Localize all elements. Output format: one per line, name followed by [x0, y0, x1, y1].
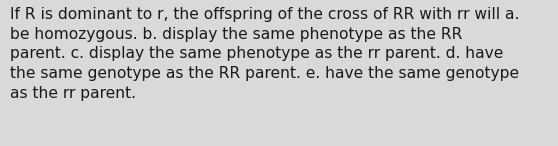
Text: If R is dominant to r, the offspring of the cross of RR with rr will a.
be homoz: If R is dominant to r, the offspring of … — [10, 7, 519, 101]
